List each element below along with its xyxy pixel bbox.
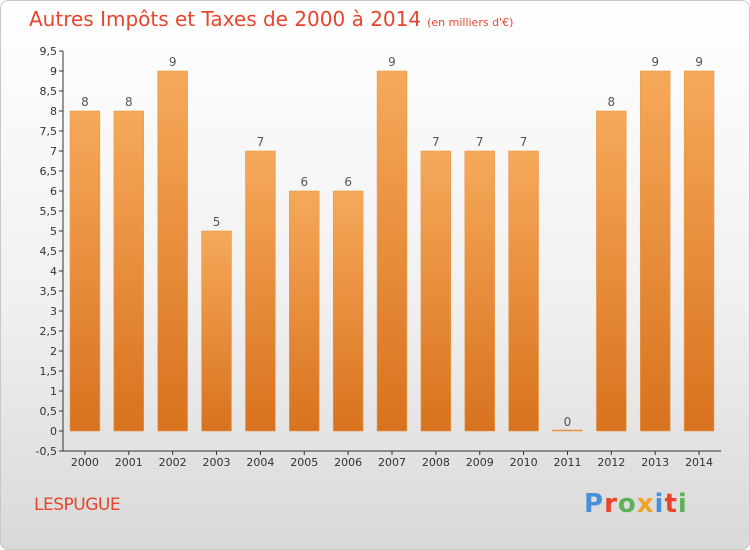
y-tick-label: 2,5 xyxy=(40,325,58,338)
commune-name: LESPUGUE xyxy=(34,495,121,515)
bar xyxy=(508,150,539,432)
y-tick-label: 8 xyxy=(50,105,57,118)
data-label: 7 xyxy=(476,135,484,149)
y-tick-label: 7,5 xyxy=(40,125,58,138)
x-tick-label: 2004 xyxy=(246,456,274,469)
x-tick-label: 2001 xyxy=(115,456,143,469)
x-tick-label: 2010 xyxy=(510,456,538,469)
x-tick-label: 2011 xyxy=(553,456,581,469)
x-tick-label: 2009 xyxy=(466,456,494,469)
y-tick-label: 1,5 xyxy=(40,365,58,378)
data-label: 8 xyxy=(81,95,89,109)
bar xyxy=(289,190,320,432)
logo-letter: r xyxy=(604,489,618,519)
y-tick-label: -0,5 xyxy=(36,445,57,458)
bar xyxy=(639,70,671,432)
chart-title-text: Autres Impôts et Taxes de 2000 à 2014 xyxy=(29,7,422,31)
y-tick-label: 7 xyxy=(50,145,57,158)
y-tick-label: 0 xyxy=(50,425,57,438)
bar xyxy=(420,150,452,432)
x-tick-label: 2000 xyxy=(71,456,99,469)
y-tick-label: 1 xyxy=(50,385,57,398)
data-label: 9 xyxy=(169,55,177,69)
data-label: 0 xyxy=(564,415,572,429)
x-tick-label: 2014 xyxy=(685,456,713,469)
data-label: 8 xyxy=(125,95,133,109)
y-tick-label: 5,5 xyxy=(40,205,58,218)
y-tick-label: 8,5 xyxy=(40,85,58,98)
data-label: 6 xyxy=(300,175,308,189)
logo-letter: o xyxy=(617,489,637,519)
x-tick-label: 2013 xyxy=(641,456,669,469)
y-tick-label: 6 xyxy=(50,185,57,198)
y-tick-label: 6,5 xyxy=(40,165,58,178)
data-label: 7 xyxy=(520,135,528,149)
bar xyxy=(113,110,145,432)
chart-unit: (en milliers d'€) xyxy=(427,16,514,29)
bar xyxy=(376,70,408,432)
x-tick-label: 2005 xyxy=(290,456,318,469)
x-tick-label: 2012 xyxy=(597,456,625,469)
logo-letter: x xyxy=(636,489,655,519)
bar xyxy=(552,429,583,432)
bar xyxy=(201,230,232,432)
y-tick-label: 5 xyxy=(50,225,57,238)
data-label: 9 xyxy=(388,55,396,69)
data-label: 9 xyxy=(651,55,659,69)
x-tick-label: 2003 xyxy=(203,456,231,469)
y-tick-label: 3,5 xyxy=(40,285,58,298)
bar xyxy=(69,110,101,432)
proxiti-logo: Proxiti xyxy=(584,489,688,519)
x-tick-label: 2006 xyxy=(334,456,362,469)
y-tick-label: 4,5 xyxy=(40,245,58,258)
data-label: 7 xyxy=(257,135,265,149)
y-tick-label: 4 xyxy=(50,265,57,278)
bar xyxy=(596,110,627,432)
bar xyxy=(683,70,715,432)
y-tick-label: 3 xyxy=(50,305,57,318)
data-label: 6 xyxy=(344,175,352,189)
data-label: 8 xyxy=(608,95,616,109)
data-label: 9 xyxy=(695,55,703,69)
chart-title: Autres Impôts et Taxes de 2000 à 2014 (en… xyxy=(29,7,513,31)
logo-letter: i xyxy=(677,489,688,519)
logo-letter: P xyxy=(584,489,605,519)
y-tick-label: 0,5 xyxy=(40,405,58,418)
data-label: 5 xyxy=(213,215,221,229)
bar xyxy=(332,190,364,432)
y-tick-label: 2 xyxy=(50,345,57,358)
bar xyxy=(464,150,495,432)
y-tick-label: 9 xyxy=(50,65,57,78)
logo-letter: i xyxy=(654,489,665,519)
y-tick-label: 9,5 xyxy=(40,45,58,58)
x-tick-label: 2007 xyxy=(378,456,406,469)
bar xyxy=(157,70,188,432)
bar xyxy=(245,150,276,432)
x-tick-label: 2008 xyxy=(422,456,450,469)
x-tick-label: 2002 xyxy=(159,456,187,469)
data-label: 7 xyxy=(432,135,440,149)
logo-letter: t xyxy=(664,489,678,519)
